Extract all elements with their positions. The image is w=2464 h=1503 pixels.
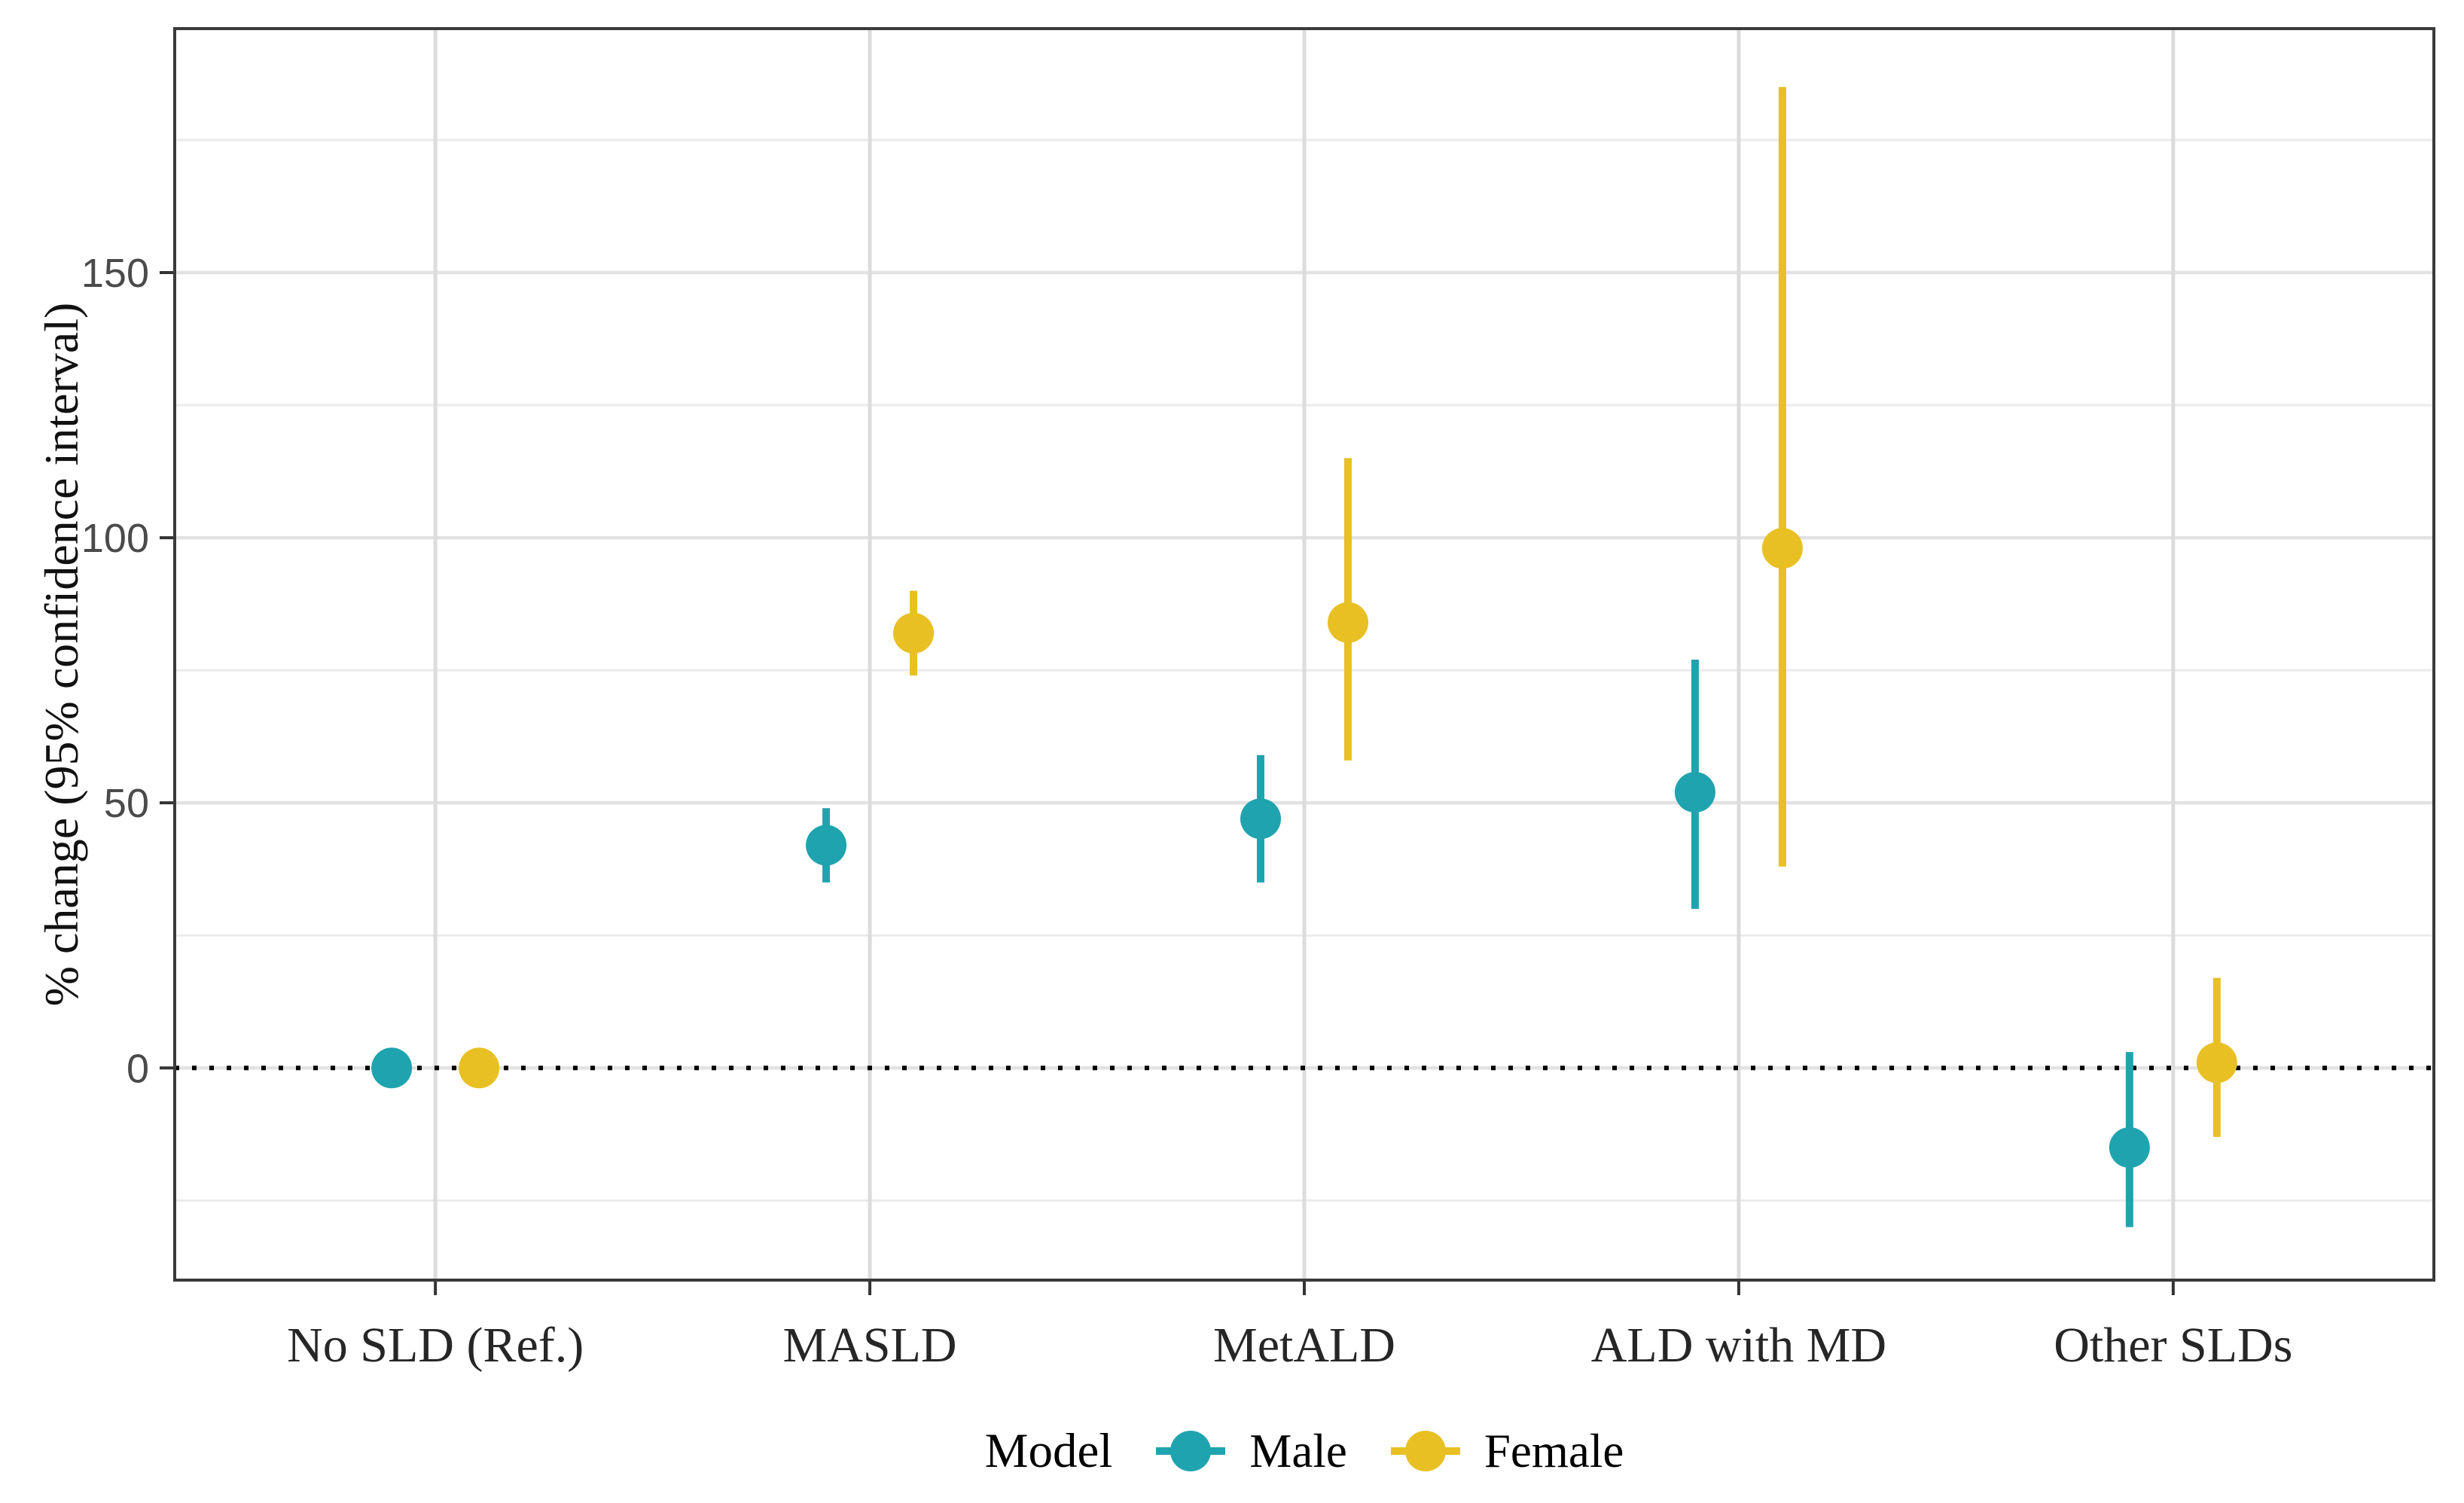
y-tick-label: 100 — [81, 516, 149, 561]
point-male-0 — [371, 1047, 413, 1089]
point-male-2 — [1240, 798, 1281, 840]
x-category-label: ALD with MD — [1591, 1318, 1886, 1373]
y-axis-title: % change (95% confidence interval) — [35, 302, 88, 1007]
point-female-2 — [1328, 602, 1368, 643]
female-pointrange-key-icon — [1390, 1431, 1460, 1471]
y-tick-label: 0 — [127, 1046, 149, 1091]
y-tick-label: 150 — [81, 251, 149, 296]
y-tick-label: 50 — [104, 781, 149, 826]
x-category-label: MASLD — [783, 1318, 957, 1373]
point-female-1 — [893, 612, 935, 654]
panel-border — [173, 27, 2435, 1282]
point-female-0 — [459, 1047, 500, 1089]
point-male-3 — [1674, 772, 1715, 813]
male-pointrange-key-icon — [1156, 1431, 1226, 1471]
legend-label-male: Male — [1249, 1424, 1347, 1477]
legend-item-female: Female — [1388, 1424, 1624, 1479]
x-category-label: MetALD — [1213, 1318, 1395, 1373]
point-female-3 — [1761, 528, 1803, 569]
x-category-label: Other SLDs — [2054, 1318, 2292, 1373]
x-category-label: No SLD (Ref.) — [287, 1318, 584, 1373]
legend: Model Male Female — [175, 1402, 2434, 1500]
point-female-4 — [2196, 1042, 2237, 1084]
legend-label-female: Female — [1484, 1424, 1624, 1477]
point-male-1 — [806, 825, 847, 866]
legend-title: Model — [984, 1423, 1113, 1478]
legend-item-male: Male — [1153, 1424, 1347, 1479]
point-male-4 — [2109, 1126, 2150, 1168]
